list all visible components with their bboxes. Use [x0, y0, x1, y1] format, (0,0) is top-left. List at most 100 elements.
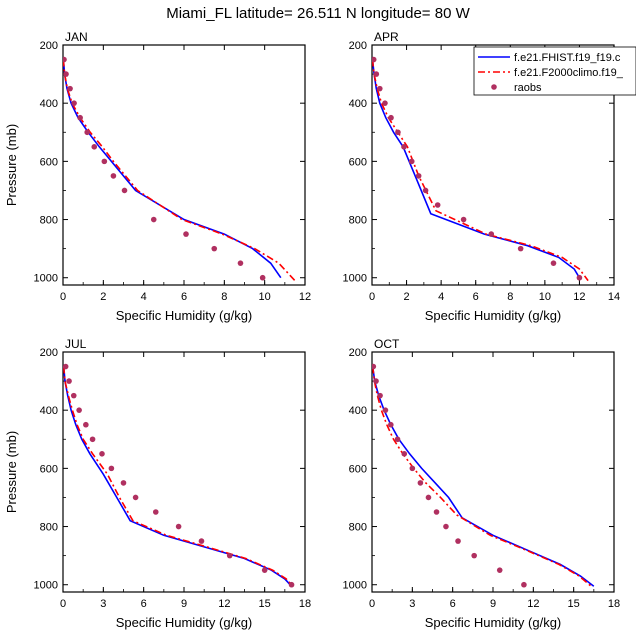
- y-tick-label: 600: [40, 463, 58, 475]
- y-tick-label: 800: [40, 215, 58, 227]
- fhist-series-line: [372, 366, 595, 587]
- raobs-point: [152, 509, 159, 515]
- y-axis-label: Pressure (mb): [4, 124, 19, 206]
- fhist-series-line: [63, 59, 282, 279]
- panel-apr: APR 0 2 4 6 8 10 12 14 200 400 600 800 1000 Specific H…: [343, 30, 621, 323]
- y-tick-label: 1000: [34, 580, 58, 592]
- panel-label: JUL: [65, 337, 87, 351]
- raobs-point: [121, 187, 128, 194]
- raobs-point: [433, 509, 440, 515]
- y-tick-label: 1000: [343, 273, 367, 285]
- raobs-point: [373, 378, 379, 384]
- x-tick-label: 8: [507, 291, 513, 303]
- plot-area: [63, 363, 295, 588]
- raobs-point: [372, 363, 377, 370]
- x-tick-label: 10: [259, 291, 271, 303]
- x-tick-label: 6: [181, 291, 187, 303]
- x-tick-label: 14: [608, 291, 620, 303]
- raobs-point: [395, 129, 401, 136]
- x-tick-label: 4: [438, 291, 444, 303]
- panel-label: JAN: [65, 30, 88, 44]
- raobs-point: [415, 173, 422, 179]
- raobs-point: [132, 494, 139, 501]
- raobs-point: [83, 421, 89, 428]
- x-tick-label: 0: [369, 598, 375, 610]
- raobs-point: [417, 480, 424, 486]
- raobs-point: [91, 144, 98, 150]
- raobs-point: [63, 71, 69, 77]
- raobs-point: [183, 231, 189, 237]
- legend-label: f.e21.F2000climo.f19_: [514, 67, 624, 79]
- panel-label: APR: [374, 30, 399, 44]
- x-tick-label: 4: [141, 291, 147, 303]
- x-axis-label: Specific Humidity (g/kg): [116, 308, 253, 323]
- legend-label: raobs: [514, 82, 542, 94]
- raobs-point: [408, 158, 415, 165]
- raobs-point: [388, 421, 394, 428]
- raobs-point: [63, 56, 67, 63]
- panel-oct: OCT 0 3 6 9 12 15 18 200 400 600 800 1000 Specific Hu…: [343, 337, 621, 630]
- raobs-point: [455, 538, 461, 544]
- raobs-point: [70, 392, 77, 399]
- legend-box: [473, 46, 636, 96]
- raobs-point: [63, 363, 69, 370]
- raobs-point: [394, 436, 401, 443]
- x-tick-label: 3: [409, 598, 415, 610]
- y-tick-label: 200: [40, 40, 58, 52]
- y-tick-label: 1000: [343, 580, 367, 592]
- raobs-point: [288, 581, 295, 588]
- f2000climo-series-line: [63, 366, 293, 586]
- plot-area: [63, 56, 296, 282]
- raobs-point: [401, 144, 407, 150]
- raobs-point: [198, 538, 205, 544]
- raobs-point: [259, 274, 266, 281]
- panel-label: OCT: [374, 337, 400, 351]
- raobs-point: [226, 552, 233, 559]
- figure-title: Miami_FL latitude= 26.511 N longitude= 8…: [166, 5, 470, 22]
- x-tick-label: 12: [218, 598, 230, 610]
- raobs-point: [443, 523, 449, 530]
- x-tick-label: 0: [60, 291, 66, 303]
- x-tick-label: 0: [369, 291, 375, 303]
- raobs-point: [76, 407, 82, 413]
- y-tick-label: 800: [40, 522, 58, 534]
- raobs-point: [67, 85, 73, 92]
- raobs-point: [471, 552, 477, 559]
- raobs-point: [550, 260, 557, 266]
- raobs-point: [521, 581, 527, 588]
- x-tick-label: 10: [539, 291, 551, 303]
- x-axis-label: Specific Humidity (g/kg): [116, 615, 253, 630]
- x-tick-label: 3: [100, 598, 106, 610]
- raobs-point: [517, 245, 524, 252]
- x-tick-label: 0: [60, 598, 66, 610]
- y-tick-label: 800: [349, 215, 367, 227]
- raobs-point: [237, 260, 244, 266]
- x-tick-label: 18: [299, 598, 311, 610]
- x-tick-label: 18: [608, 598, 620, 610]
- raobs-point: [382, 100, 388, 106]
- raobs-point: [382, 407, 389, 413]
- x-tick-label: 15: [259, 598, 271, 610]
- raobs-point: [434, 202, 441, 208]
- panel-jul: JUL 0 3 6 9 12 15 18 200 400 600 800 1000 Specific Hu…: [4, 337, 311, 630]
- raobs-point: [372, 56, 377, 63]
- x-tick-label: 9: [181, 598, 187, 610]
- y-tick-label: 800: [349, 522, 367, 534]
- raobs-point: [409, 465, 416, 472]
- raobs-point: [211, 245, 218, 252]
- y-axis-label: Pressure (mb): [4, 431, 19, 513]
- panel-jan: JAN 0 2 4 6 8 10 12 200 400 600 800 1000 Specific Hum…: [4, 30, 311, 323]
- raobs-point: [496, 567, 503, 573]
- raobs-point: [488, 231, 495, 237]
- fhist-series-line: [63, 366, 291, 586]
- x-tick-label: 2: [100, 291, 106, 303]
- y-tick-label: 1000: [34, 273, 58, 285]
- legend: f.e21.FHIST.f19_f19.c f.e21.F2000climo.f1…: [473, 46, 636, 96]
- plot-area: [372, 56, 589, 282]
- y-tick-label: 200: [40, 347, 58, 359]
- f2000climo-series-line: [372, 366, 592, 587]
- x-axis-label: Specific Humidity (g/kg): [425, 615, 562, 630]
- f2000climo-series-line: [63, 59, 296, 282]
- y-tick-label: 400: [40, 405, 58, 417]
